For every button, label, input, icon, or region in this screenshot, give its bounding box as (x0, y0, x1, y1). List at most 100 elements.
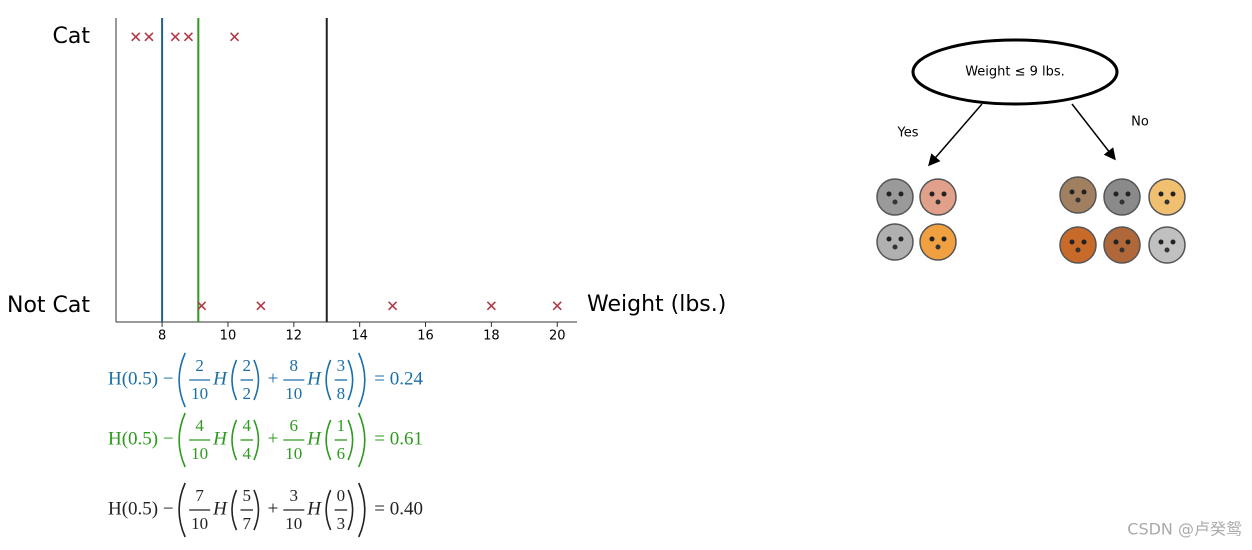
parenthesis (178, 482, 186, 538)
x-tick-label: 12 (286, 329, 303, 344)
point (388, 301, 398, 311)
animal-face (919, 223, 957, 261)
animal-eye (886, 191, 892, 197)
parenthesis (231, 359, 238, 401)
fraction-den: 6 (337, 444, 346, 463)
x-tick-label: 8 (158, 329, 166, 344)
fraction-den: 10 (285, 514, 302, 533)
point (486, 301, 496, 311)
animal-face (1103, 178, 1141, 216)
animal-icons (876, 176, 1186, 264)
point-stroke (144, 32, 154, 42)
watermark: CSDN @卢癸鸳 (1127, 520, 1242, 539)
animal-face (876, 223, 914, 261)
formula-text: H (212, 498, 228, 519)
point-stroke (486, 301, 496, 311)
point-stroke (229, 32, 240, 42)
point (197, 301, 207, 311)
x-tick-label: 10 (220, 329, 237, 344)
formula-text: = 0.61 (374, 428, 423, 449)
animal-face (1059, 226, 1097, 264)
animal-eye (1113, 191, 1119, 197)
fraction-den: 4 (242, 444, 251, 463)
x-axis-label: Weight (lbs.) (587, 292, 726, 317)
animal-eye (1113, 239, 1119, 245)
fraction-den: 8 (337, 384, 346, 403)
point (170, 32, 180, 42)
formula-text: = 0.40 (374, 498, 423, 519)
animal-nose (1075, 247, 1081, 253)
animal-eye (1069, 239, 1075, 245)
parenthesis (347, 419, 354, 461)
animal-eye (1069, 189, 1075, 195)
fraction-num: 4 (242, 416, 251, 435)
animal-eye (1158, 191, 1164, 197)
tree-root-label: Weight ≤ 9 lbs. (965, 65, 1065, 80)
fraction-den: 10 (285, 444, 302, 463)
fraction-den: 10 (191, 514, 208, 533)
animal-eye (929, 236, 935, 242)
animal-eye (898, 236, 904, 242)
parenthesis (358, 352, 366, 408)
animal-nose (1119, 199, 1125, 205)
animal-face (1148, 226, 1186, 264)
animal-eye (1081, 189, 1087, 195)
point (552, 301, 562, 311)
formula-text: + (268, 498, 279, 519)
point-stroke (197, 301, 207, 311)
parenthesis (178, 412, 186, 468)
formula-text: = 0.24 (374, 368, 423, 389)
parenthesis (231, 419, 238, 461)
fraction-num: 1 (337, 416, 346, 435)
point (131, 32, 141, 42)
animal-nose (1164, 247, 1170, 253)
animal-face (1059, 176, 1097, 214)
formula-text: H(0.5) − (108, 368, 174, 389)
fraction-den: 7 (242, 514, 251, 533)
animal-nose (892, 244, 898, 250)
formula-text: H (212, 428, 228, 449)
formula-text: + (268, 428, 279, 449)
point-stroke (256, 301, 266, 311)
fraction-num: 4 (195, 416, 204, 435)
fraction-num: 2 (195, 356, 204, 375)
animal-eye (941, 236, 947, 242)
parenthesis (325, 419, 332, 461)
parenthesis (231, 489, 238, 531)
fraction-num: 6 (290, 416, 299, 435)
formula-text: H(0.5) − (108, 498, 174, 519)
point (144, 32, 154, 42)
fraction-den: 3 (337, 514, 346, 533)
point-stroke (131, 32, 141, 42)
animal-eye (941, 191, 947, 197)
animal-eye (1158, 239, 1164, 245)
fraction-den: 10 (191, 384, 208, 403)
animal-face (1148, 178, 1186, 216)
animal-nose (892, 199, 898, 205)
parenthesis (253, 489, 260, 531)
animal-nose (935, 244, 941, 250)
tree-edge (1071, 103, 1116, 161)
animal-nose (1164, 199, 1170, 205)
fraction-num: 5 (242, 486, 251, 505)
parenthesis (358, 412, 366, 468)
fraction-den: 2 (242, 384, 251, 403)
formula-text: H (306, 498, 322, 519)
parenthesis (325, 359, 332, 401)
animal-face (876, 178, 914, 216)
point (229, 32, 240, 42)
point-stroke (170, 32, 180, 42)
animal-nose (1119, 247, 1125, 253)
animal-eye (1170, 191, 1176, 197)
parenthesis (347, 359, 354, 401)
edge-label: No (1131, 115, 1149, 130)
y-tick-label: Not Cat (7, 293, 90, 318)
formula-text: H (306, 428, 322, 449)
animal-eye (1125, 191, 1131, 197)
point-stroke (183, 32, 194, 42)
point (183, 32, 194, 42)
point-stroke (552, 301, 562, 311)
y-tick-label: Cat (53, 24, 91, 49)
formula-text: H (212, 368, 228, 389)
